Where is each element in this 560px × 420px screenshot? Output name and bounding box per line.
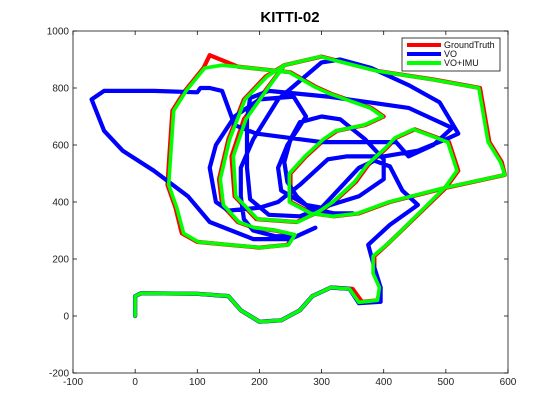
y-tick-label: 1000 xyxy=(47,27,70,38)
chart-title: KITTI-02 xyxy=(260,9,319,26)
y-tick-label: 400 xyxy=(52,198,69,209)
legend-label-groundtruth: GroundTruth xyxy=(444,40,495,50)
y-tick-label: -200 xyxy=(49,369,69,380)
legend-label-vo-imu: VO+IMU xyxy=(444,58,479,68)
x-tick-label: 0 xyxy=(132,377,138,388)
x-tick-label: 600 xyxy=(500,377,517,388)
y-tick-label: 800 xyxy=(52,84,69,95)
series-line-vo xyxy=(89,57,461,324)
x-tick-label: -100 xyxy=(63,377,83,388)
x-tick-label: 400 xyxy=(375,377,392,388)
series-layer xyxy=(89,53,507,324)
y-tick-label: 200 xyxy=(52,255,69,266)
y-tick-label: 0 xyxy=(63,312,69,323)
x-tick-label: 200 xyxy=(251,377,268,388)
x-tick-label: 500 xyxy=(438,377,455,388)
legend-label-vo: VO xyxy=(444,49,457,59)
axis-ticks: -100 0 100 200 300 400 500 600 -200 0 200 400 600 800… xyxy=(47,27,517,389)
series-line-vo-imu xyxy=(133,54,507,324)
x-tick-label: 300 xyxy=(313,377,330,388)
x-tick-label: 100 xyxy=(189,377,206,388)
y-tick-label: 600 xyxy=(52,141,69,152)
legend: GroundTruth VO VO+IMU xyxy=(401,37,501,72)
